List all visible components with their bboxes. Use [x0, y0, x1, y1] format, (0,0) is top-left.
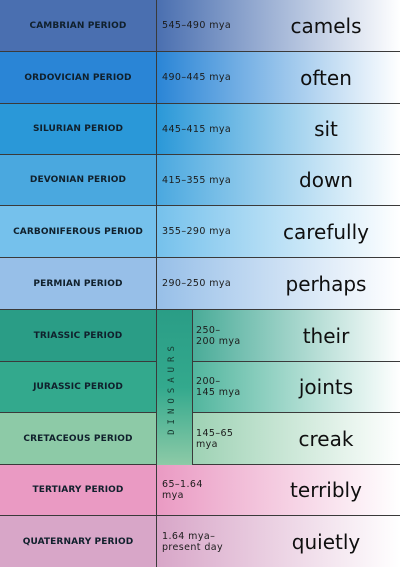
period-row-ordovician: ORDOVICIAN PERIOD 490–445 mya often: [0, 52, 400, 104]
period-name: PERMIAN PERIOD: [0, 258, 157, 309]
mnemonic-word: sit: [314, 117, 338, 141]
period-row-jurassic: JURASSIC PERIOD 200– 145 mya joints: [0, 362, 400, 413]
period-name: JURASSIC PERIOD: [0, 362, 157, 412]
period-gradient: [157, 155, 400, 205]
period-gradient: [157, 362, 400, 412]
mnemonic-word: camels: [290, 13, 362, 38]
mnemonic-word: joints: [298, 375, 354, 399]
period-row-cambrian: CAMBRIAN PERIOD 545–490 mya camels: [0, 0, 400, 52]
mnemonic-word: their: [302, 323, 350, 348]
period-gradient: [157, 465, 400, 515]
period-row-triassic: TRIASSIC PERIOD 250– 200 mya their: [0, 310, 400, 362]
period-name: CRETACEOUS PERIOD: [0, 413, 157, 464]
period-gradient: [157, 258, 400, 309]
dinosaurs-label: DINOSAURS: [167, 341, 177, 435]
period-row-permian: PERMIAN PERIOD 290–250 mya perhaps: [0, 258, 400, 310]
period-name: QUATERNARY PERIOD: [0, 516, 157, 567]
period-row-devonian: DEVONIAN PERIOD 415–355 mya down: [0, 155, 400, 206]
period-name: CARBONIFEROUS PERIOD: [0, 206, 157, 257]
period-dates: 200– 145 mya: [196, 376, 241, 398]
period-row-cretaceous: CRETACEOUS PERIOD 145–65 mya creak: [0, 413, 400, 465]
period-dates: 445–415 mya: [162, 123, 232, 135]
period-dates: 1.64 mya– present day: [162, 530, 224, 553]
period-dates: 145–65 mya: [196, 427, 234, 450]
period-name: TERTIARY PERIOD: [0, 465, 157, 515]
period-name: DEVONIAN PERIOD: [0, 155, 157, 205]
period-dates: 250– 200 mya: [196, 324, 241, 347]
period-name: TRIASSIC PERIOD: [0, 310, 157, 361]
period-dates: 290–250 mya: [162, 278, 232, 289]
mnemonic-word: down: [299, 168, 353, 192]
period-row-quaternary: QUATERNARY PERIOD 1.64 mya– present day …: [0, 516, 400, 567]
period-gradient: [157, 0, 400, 51]
period-gradient: [157, 310, 400, 361]
dinosaurs-band: [157, 310, 193, 465]
period-gradient: [157, 206, 400, 257]
period-row-silurian: SILURIAN PERIOD 445–415 mya sit: [0, 104, 400, 155]
period-row-tertiary: TERTIARY PERIOD 65–1.64 mya terribly: [0, 465, 400, 516]
mnemonic-word: creak: [298, 426, 354, 451]
period-gradient: [157, 516, 400, 567]
period-gradient: [157, 52, 400, 103]
period-row-carboniferous: CARBONIFEROUS PERIOD 355–290 mya careful…: [0, 206, 400, 258]
period-gradient: [157, 413, 400, 464]
period-dates: 545–490 mya: [162, 20, 232, 31]
mnemonic-word: carefully: [282, 219, 369, 244]
mnemonic-word: often: [300, 65, 352, 90]
period-dates: 65–1.64 mya: [162, 479, 203, 501]
period-dates: 415–355 mya: [162, 174, 232, 186]
period-dates: 355–290 mya: [162, 226, 232, 237]
period-name: ORDOVICIAN PERIOD: [0, 52, 157, 103]
period-name: CAMBRIAN PERIOD: [0, 0, 157, 51]
period-name: SILURIAN PERIOD: [0, 104, 157, 154]
mnemonic-word: perhaps: [285, 271, 367, 296]
period-dates: 490–445 mya: [162, 72, 232, 83]
mnemonic-word: quietly: [291, 529, 361, 554]
mnemonic-word: terribly: [290, 478, 362, 502]
period-gradient: [157, 104, 400, 154]
